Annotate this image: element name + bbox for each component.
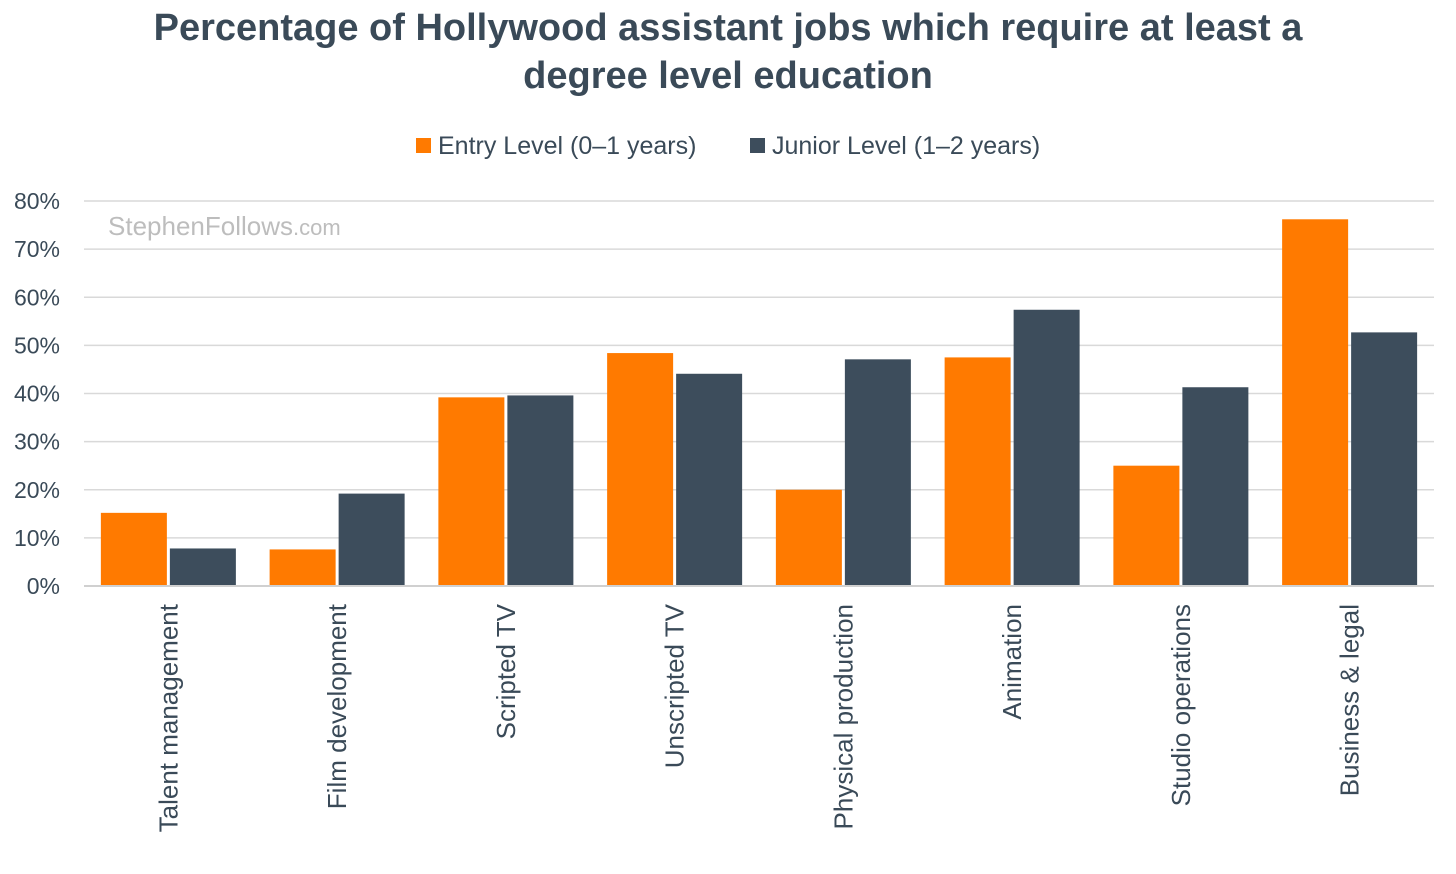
chart-title-line-2: degree level education xyxy=(523,55,933,97)
y-tick-label: 20% xyxy=(14,477,60,503)
y-tick-label: 30% xyxy=(14,429,60,455)
bar-entry-1 xyxy=(269,549,336,586)
y-tick-label: 80% xyxy=(14,188,60,214)
legend: Entry Level (0–1 years) Junior Level (1–2… xyxy=(416,132,1040,160)
y-tick-label: 70% xyxy=(14,236,60,262)
x-tick-label: Studio operations xyxy=(1166,604,1196,806)
watermark: StephenFollows.com xyxy=(108,211,341,241)
bar-junior-4 xyxy=(844,359,911,586)
bar-entry-4 xyxy=(775,489,842,586)
bar-entry-2 xyxy=(438,397,505,586)
bar-junior-6 xyxy=(1182,387,1249,586)
y-tick-label: 40% xyxy=(14,381,60,407)
chart-title-line-1: Percentage of Hollywood assistant jobs w… xyxy=(153,7,1303,49)
bar-junior-3 xyxy=(676,373,743,586)
bar-junior-1 xyxy=(338,493,405,586)
bar-junior-5 xyxy=(1013,309,1080,586)
legend-swatch-junior xyxy=(750,138,765,153)
x-axis: Talent management Film development Scripte… xyxy=(153,603,1364,832)
x-tick-label: Physical production xyxy=(828,604,858,829)
legend-label-entry: Entry Level (0–1 years) xyxy=(438,132,696,160)
bar-junior-2 xyxy=(507,395,574,586)
x-tick-label: Scripted TV xyxy=(491,603,521,739)
bar-entry-7 xyxy=(1282,219,1349,586)
y-tick-label: 0% xyxy=(27,573,60,599)
watermark-suffix: .com xyxy=(293,215,341,240)
bar-junior-7 xyxy=(1351,332,1418,586)
x-tick-label: Unscripted TV xyxy=(660,603,690,768)
bar-entry-5 xyxy=(944,357,1011,586)
bars xyxy=(100,219,1418,586)
bar-entry-3 xyxy=(607,353,674,586)
watermark-main: StephenFollows xyxy=(108,211,293,241)
chart-title: Percentage of Hollywood assistant jobs w… xyxy=(0,4,1456,100)
y-tick-label: 50% xyxy=(14,332,60,358)
bar-junior-0 xyxy=(169,548,236,586)
bar-entry-0 xyxy=(100,512,167,586)
y-axis: 0% 10% 20% 30% 40% 50% 60% 70% 80% xyxy=(14,188,60,599)
x-tick-label: Talent management xyxy=(153,603,183,832)
legend-swatch-entry xyxy=(416,138,431,153)
x-tick-label: Animation xyxy=(997,604,1027,720)
x-tick-label: Business & legal xyxy=(1335,604,1365,796)
y-tick-label: 60% xyxy=(14,284,60,310)
bar-entry-6 xyxy=(1113,465,1180,586)
x-tick-label: Film development xyxy=(322,603,352,809)
y-tick-label: 10% xyxy=(14,525,60,551)
legend-label-junior: Junior Level (1–2 years) xyxy=(772,132,1040,160)
